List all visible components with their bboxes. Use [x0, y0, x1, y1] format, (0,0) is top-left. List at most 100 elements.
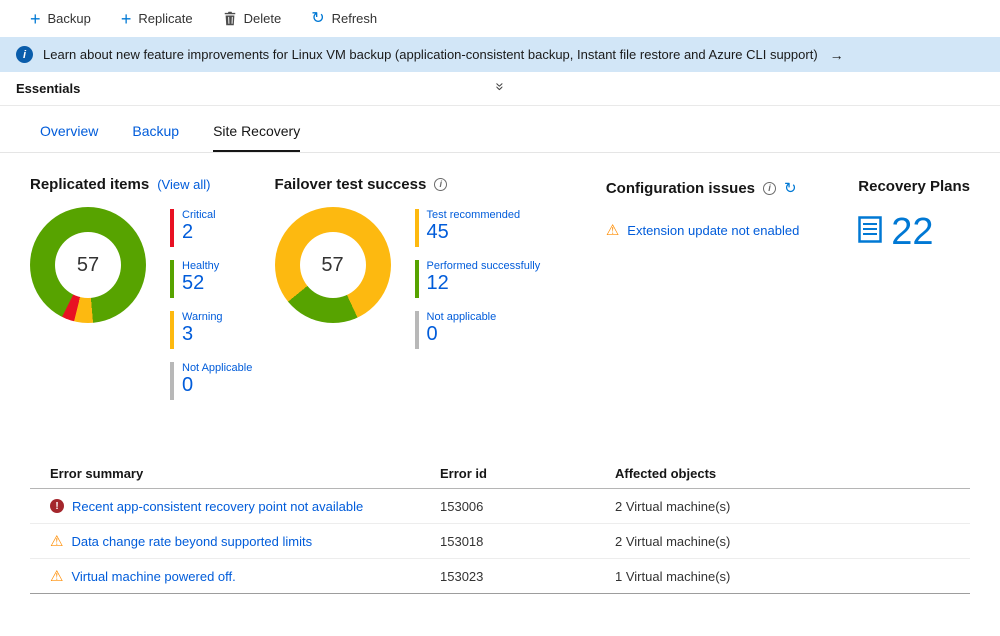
delete-button[interactable]: Delete	[223, 11, 282, 26]
dashboard-tiles: Replicated items (View all) 57 Critical	[30, 173, 970, 400]
replicated-items-donut[interactable]: 57	[30, 207, 146, 323]
tab-bar: Overview Backup Site Recovery	[0, 106, 1000, 153]
recovery-plans-tile: 22	[858, 213, 970, 251]
replicated-items-legend: Critical 2 Healthy 52	[170, 207, 252, 400]
legend-value: 0	[182, 374, 252, 397]
legend-item-performed-successfully: Performed successfully 12	[415, 260, 541, 298]
legend-item-critical: Critical 2	[170, 209, 252, 247]
replicated-items-header: Replicated items (View all)	[30, 173, 275, 195]
failover-test-legend: Test recommended 45 Performed successful…	[415, 207, 541, 349]
affected-objects-cell: 2 Virtual machine(s)	[615, 499, 970, 514]
recovery-plans-icon	[858, 216, 882, 248]
warning-icon: ⚠	[50, 534, 63, 549]
legend-value: 12	[427, 272, 541, 295]
legend-label: Healthy	[182, 260, 219, 272]
recovery-plans-header: Recovery Plans	[858, 175, 970, 197]
error-id-cell: 153006	[440, 499, 615, 514]
affected-objects-cell: 2 Virtual machine(s)	[615, 534, 970, 549]
error-summary-link[interactable]: Virtual machine powered off.	[71, 569, 235, 584]
azure-vault-site-recovery-page: + Backup + Replicate Delete ↻ Refresh i …	[0, 0, 1000, 594]
banner-text: Learn about new feature improvements for…	[43, 47, 818, 62]
legend-label: Performed successfully	[427, 260, 541, 272]
legend-item-healthy: Healthy 52	[170, 260, 252, 298]
replicate-button-label: Replicate	[138, 11, 192, 26]
failover-test-header: Failover test success i	[275, 173, 606, 195]
replicated-items-chart: 57 Critical 2	[30, 207, 275, 400]
refresh-icon: ↻	[311, 12, 324, 26]
legend-value: 2	[182, 221, 216, 244]
legend-color-bar	[415, 311, 419, 349]
legend-label: Test recommended	[427, 209, 521, 221]
replicate-button[interactable]: + Replicate	[121, 11, 193, 26]
legend-color-bar	[415, 260, 419, 298]
legend-color-bar	[415, 209, 419, 247]
legend-value: 45	[427, 221, 521, 244]
donut-total: 57	[321, 254, 343, 277]
main-content: Replicated items (View all) 57 Critical	[0, 153, 1000, 594]
command-bar: + Backup + Replicate Delete ↻ Refresh	[0, 0, 1000, 37]
replicated-items-title: Replicated items	[30, 176, 149, 193]
configuration-warning-row: ⚠ Extension update not enabled	[606, 223, 858, 238]
legend-value: 3	[182, 323, 223, 346]
legend-item-not-applicable: Not applicable 0	[415, 311, 541, 349]
failover-test-donut[interactable]: 57	[275, 207, 391, 323]
legend-color-bar	[170, 311, 174, 349]
recovery-plans-title: Recovery Plans	[858, 178, 970, 195]
info-icon: i	[16, 46, 33, 63]
failover-test-title: Failover test success	[275, 176, 427, 193]
configuration-issues-title: Configuration issues	[606, 180, 755, 197]
feature-announcement-banner[interactable]: i Learn about new feature improvements f…	[0, 37, 1000, 72]
refresh-button-label: Refresh	[332, 11, 378, 26]
view-all-link[interactable]: (View all)	[157, 177, 210, 192]
legend-label: Warning	[182, 311, 223, 323]
legend-color-bar	[170, 362, 174, 400]
legend-label: Not applicable	[427, 311, 497, 323]
affected-objects-cell: 1 Virtual machine(s)	[615, 569, 970, 584]
error-summary-table: Error summary Error id Affected objects …	[30, 458, 970, 594]
tab-site-recovery[interactable]: Site Recovery	[213, 123, 300, 152]
donut-hole: 57	[300, 232, 366, 298]
legend-value: 52	[182, 272, 219, 295]
donut-total: 57	[77, 254, 99, 277]
delete-button-label: Delete	[244, 11, 282, 26]
refresh-icon[interactable]: ↻	[784, 182, 797, 195]
column-header-error-id: Error id	[440, 466, 615, 481]
error-icon: !	[50, 499, 64, 513]
legend-label: Not Applicable	[182, 362, 252, 374]
trash-icon	[223, 11, 237, 26]
backup-button[interactable]: + Backup	[30, 11, 91, 26]
failover-test-section: Failover test success i 57 Test recommen	[275, 173, 606, 400]
tab-overview[interactable]: Overview	[40, 123, 98, 152]
legend-color-bar	[170, 260, 174, 298]
recovery-plans-count[interactable]: 22	[891, 213, 933, 251]
error-id-cell: 153023	[440, 569, 615, 584]
info-icon[interactable]: i	[434, 178, 447, 191]
error-id-cell: 153018	[440, 534, 615, 549]
tab-backup[interactable]: Backup	[132, 123, 179, 152]
legend-item-test-recommended: Test recommended 45	[415, 209, 541, 247]
error-summary-link[interactable]: Recent app-consistent recovery point not…	[72, 499, 363, 514]
table-row: ⚠ Virtual machine powered off. 153023 1 …	[30, 559, 970, 594]
error-summary-link[interactable]: Data change rate beyond supported limits	[71, 534, 312, 549]
refresh-button[interactable]: ↻ Refresh	[311, 11, 377, 26]
replicated-items-section: Replicated items (View all) 57 Critical	[30, 173, 275, 400]
essentials-bar: Essentials »	[0, 72, 1000, 106]
essentials-label: Essentials	[16, 81, 80, 96]
legend-item-warning: Warning 3	[170, 311, 252, 349]
info-icon[interactable]: i	[763, 182, 776, 195]
warning-icon: ⚠	[606, 223, 619, 238]
donut-hole: 57	[55, 232, 121, 298]
plus-icon: +	[121, 12, 132, 26]
table-row: ⚠ Data change rate beyond supported limi…	[30, 524, 970, 559]
failover-test-chart: 57 Test recommended 45	[275, 207, 606, 349]
legend-label: Critical	[182, 209, 216, 221]
table-header-row: Error summary Error id Affected objects	[30, 458, 970, 489]
backup-button-label: Backup	[48, 11, 91, 26]
chevron-expand-icon[interactable]: »	[492, 82, 509, 88]
configuration-issues-header: Configuration issues i ↻	[606, 177, 858, 199]
table-row: ! Recent app-consistent recovery point n…	[30, 489, 970, 524]
configuration-issues-section: Configuration issues i ↻ ⚠ Extension upd…	[606, 173, 858, 400]
recovery-plans-section: Recovery Plans 22	[858, 173, 970, 400]
legend-item-not-applicable: Not Applicable 0	[170, 362, 252, 400]
extension-update-link[interactable]: Extension update not enabled	[627, 223, 799, 238]
